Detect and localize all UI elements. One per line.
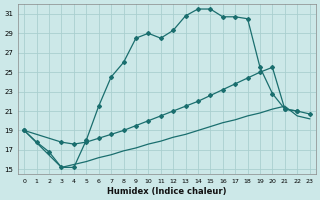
- X-axis label: Humidex (Indice chaleur): Humidex (Indice chaleur): [107, 187, 227, 196]
